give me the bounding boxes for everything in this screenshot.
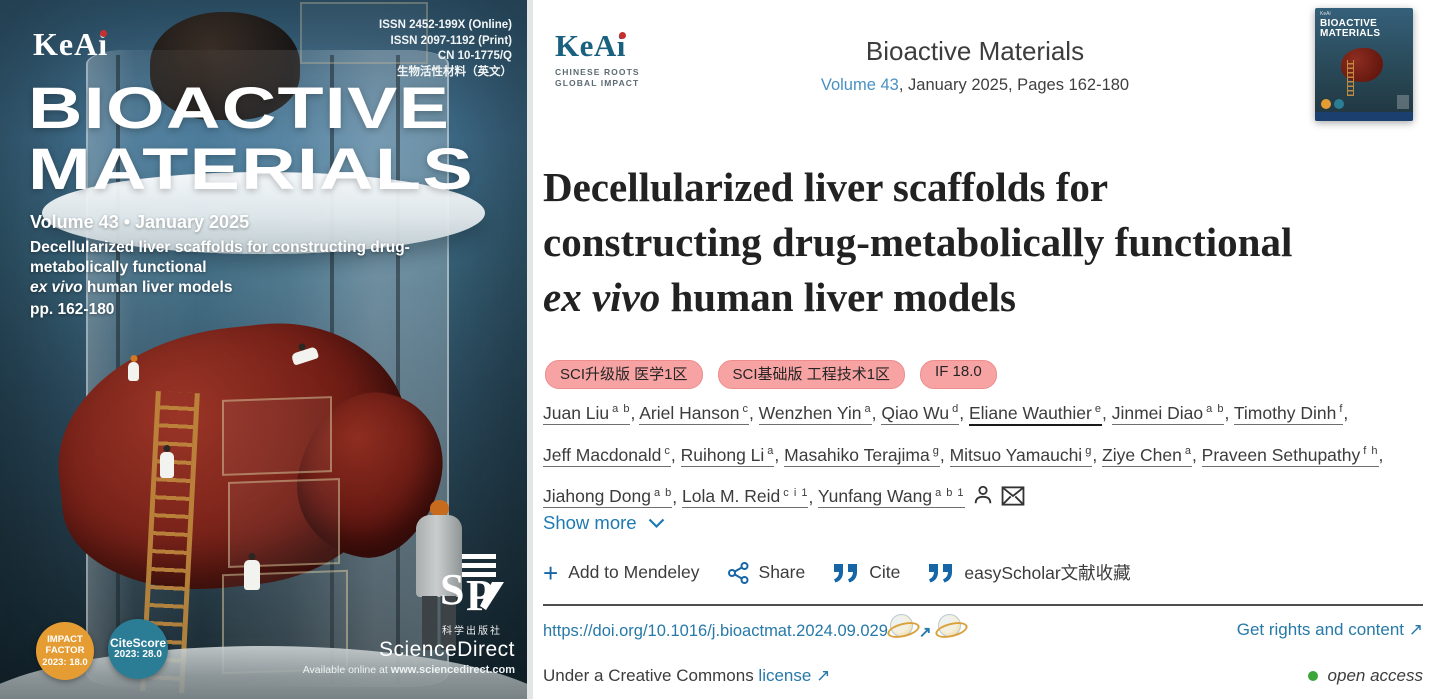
plus-icon: + <box>543 557 559 588</box>
sci-rank-badge[interactable]: SCI升级版 医学1区 <box>545 360 703 389</box>
author-link[interactable]: Qiao Wu d <box>881 402 960 425</box>
sci-rank-badge[interactable]: IF 18.0 <box>920 360 997 389</box>
keai-tagline: CHINESE ROOTS GLOBAL IMPACT <box>555 67 640 88</box>
issue-line: Volume 43, January 2025, Pages 162-180 <box>820 76 1130 94</box>
keai-logo-dot <box>618 32 626 39</box>
author-link[interactable]: Jeff Macdonald c <box>543 444 671 467</box>
cover-vessel-cap <box>150 12 300 120</box>
scaffold-box <box>228 478 340 568</box>
sci-rank-badge[interactable]: SCI基础版 工程技术1区 <box>717 360 906 389</box>
author-link[interactable]: Juan Liu a b <box>543 402 631 425</box>
author-link[interactable]: Masahiko Terajima g <box>784 444 940 467</box>
thumbnail-footer-band <box>1315 112 1413 121</box>
cn-number: CN 10-1775/Q <box>437 50 512 62</box>
easyscholar-button[interactable]: easyScholar文献收藏 <box>928 560 1131 585</box>
external-link-icon: ↗ <box>1408 620 1423 639</box>
cover-article-title: Decellularized liver scaffolds for const… <box>30 238 508 320</box>
cover-issn-block: ISSN 2452-199X (Online) ISSN 2097-1192 (… <box>379 18 512 80</box>
author-link[interactable]: Lola M. Reid c i 1 <box>682 486 809 509</box>
author-link[interactable]: Praveen Sethupathy f h <box>1201 444 1379 467</box>
thumbnail-badge <box>1321 99 1331 109</box>
impact-factor-badge: IMPACT FACTOR 2023: 18.0 <box>36 622 94 680</box>
show-more-button[interactable]: Show more <box>543 512 665 534</box>
open-access-dot <box>1307 671 1318 681</box>
cite-button[interactable]: Cite <box>833 562 900 583</box>
author-link[interactable]: Eliane Wauthier e <box>968 402 1102 426</box>
doi-link[interactable]: https://doi.org/10.1016/j.bioactmat.2024… <box>543 622 888 640</box>
keai-logo-header[interactable]: KeAi CHINESE ROOTS GLOBAL IMPACT <box>555 28 640 88</box>
keai-logo-dot <box>100 30 108 37</box>
extension-globe-icon[interactable] <box>889 614 913 637</box>
cover-volume-line: Volume 43 • January 2025 <box>30 212 250 232</box>
doi-row: https://doi.org/10.1016/j.bioactmat.2024… <box>543 614 1423 643</box>
science-press-logo: S P <box>440 554 504 620</box>
chevron-down-icon <box>648 518 664 528</box>
license-row: Under a Creative Commons license ↗ open … <box>543 666 1423 686</box>
journal-header: Bioactive Materials Volume 43, January 2… <box>653 36 1297 95</box>
journal-title[interactable]: Bioactive Materials <box>865 36 1085 66</box>
worker-figure <box>416 500 462 650</box>
quote-icon <box>929 563 953 582</box>
author-link[interactable]: Ariel Hanson c <box>639 402 749 425</box>
available-online-line: Available online at www.sciencedirect.co… <box>302 664 515 676</box>
cover-journal-title: BIOACTIVE MATERIALS <box>28 76 474 202</box>
open-access-indicator: open access <box>1307 666 1423 686</box>
quote-icon <box>834 563 858 582</box>
author-link[interactable]: Yunfang Wang a b 1 <box>817 486 965 509</box>
author-link[interactable]: Jiahong Dong a b <box>543 486 673 509</box>
external-link-icon: ↗ <box>816 666 831 685</box>
cover-scaffold-top <box>300 2 428 64</box>
volume-link[interactable]: Volume 43 <box>820 76 899 94</box>
article-title: Decellularized liver scaffolds for const… <box>543 164 1293 320</box>
author-link[interactable]: Wenzhen Yin a <box>758 402 872 425</box>
sci-rank-badges: SCI升级版 医学1区 SCI基础版 工程技术1区 IF 18.0 <box>545 360 997 389</box>
keai-logo-cover: KeAi <box>33 26 109 62</box>
svg-text:S: S <box>440 565 464 614</box>
author-list: Juan Liu a b, Ariel Hanson c, Wenzhen Yin a… <box>543 402 1384 509</box>
article-header-panel: KeAi CHINESE ROOTS GLOBAL IMPACT Bioacti… <box>527 0 1437 699</box>
share-icon <box>727 561 749 584</box>
license-prefix: Under a Creative Commons <box>543 666 759 685</box>
author-profile-icon[interactable] <box>972 484 994 506</box>
thumbnail-ladder <box>1347 60 1354 96</box>
author-link[interactable]: Ruihong Li a <box>680 444 775 467</box>
get-rights-link[interactable]: Get rights and content ↗ <box>1236 620 1423 639</box>
scientist-figure <box>160 445 174 478</box>
scientist-figure <box>128 355 139 381</box>
scientist-figure <box>244 553 260 590</box>
action-toolbar: + Add to Mendeley Share <box>543 557 1131 588</box>
thumbnail-sd-logo <box>1397 95 1409 109</box>
license-link[interactable]: license ↗ <box>758 666 831 685</box>
journal-cover-image: KeAi ISSN 2452-199X (Online) ISSN 2097-1… <box>0 0 527 699</box>
scaffold-box <box>222 396 332 476</box>
journal-name-chinese: 生物活性材料（英文） <box>397 65 512 78</box>
add-to-mendeley-button[interactable]: + Add to Mendeley <box>543 557 700 588</box>
share-button[interactable]: Share <box>727 561 805 584</box>
sciencedirect-wordmark: ScienceDirect <box>378 638 515 661</box>
cover-pages: pp. 162-180 <box>30 301 115 318</box>
citescore-badge: CiteScore 2023: 28.0 <box>108 619 168 679</box>
extension-globe-icon[interactable] <box>937 614 961 637</box>
section-divider <box>543 604 1423 606</box>
cylinder-seam <box>396 55 400 684</box>
email-envelope-icon[interactable] <box>1001 486 1025 507</box>
cover-cylinder-lid <box>42 172 485 254</box>
author-link[interactable]: Ziye Chen a <box>1102 444 1192 467</box>
science-press-chinese: 科学出版社 <box>442 626 502 637</box>
author-link[interactable]: Timothy Dinh f <box>1233 402 1344 425</box>
author-link[interactable]: Mitsuo Yamauchi g <box>949 444 1093 467</box>
author-link[interactable]: Jinmei Diao a b <box>1111 402 1225 425</box>
external-link-icon: ↗ <box>918 623 932 641</box>
open-access-label: open access <box>1327 666 1423 685</box>
thumbnail-badge <box>1334 99 1344 109</box>
issn-online: ISSN 2452-199X (Online) <box>379 19 512 31</box>
journal-cover-thumbnail[interactable]: KeAi BIOACTIVE MATERIALS <box>1315 8 1413 121</box>
issn-print: ISSN 2097-1192 (Print) <box>390 34 512 47</box>
